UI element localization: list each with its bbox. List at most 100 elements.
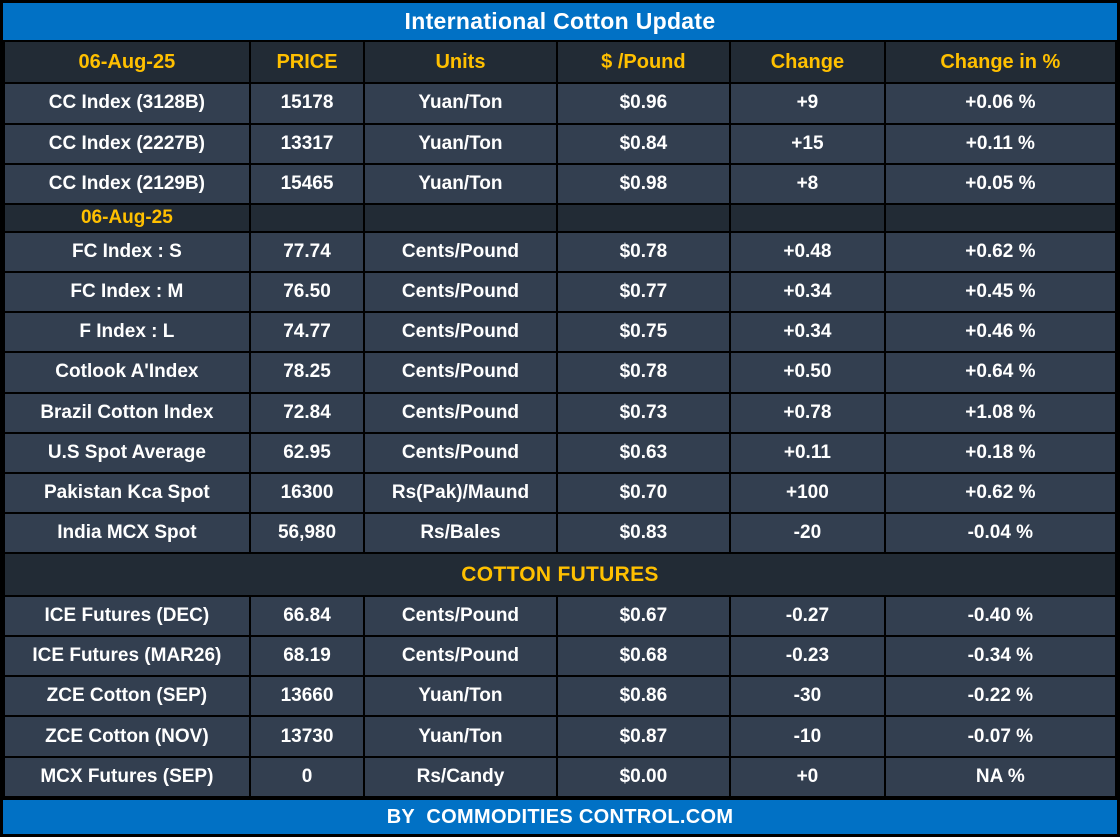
- table-row: ICE Futures (MAR26) 68.19 Cents/Pound $0.68…: [3, 635, 1118, 678]
- section-empty-cell: [729, 203, 886, 233]
- page-title: International Cotton Update: [404, 8, 716, 34]
- cell-instrument: F Index : L: [3, 311, 251, 354]
- table-row: ZCE Cotton (SEP) 13660 Yuan/Ton $0.86 -30 -0.…: [3, 675, 1118, 718]
- cell-price: 72.84: [248, 391, 366, 434]
- cell-price: 76.50: [248, 270, 366, 314]
- cell-change-percent: -0.34 %: [883, 635, 1118, 678]
- table-row: FC Index : S 77.74 Cents/Pound $0.78 +0.48 +0…: [3, 230, 1118, 273]
- cell-change: +0.50: [729, 351, 886, 394]
- column-header-5: Change in %: [883, 39, 1118, 85]
- cell-units: Cents/Pound: [363, 391, 558, 434]
- cell-change-percent: +0.62 %: [883, 230, 1118, 273]
- table-wrap: 06-Aug-25 PRICE Units $ /Pound Change Change …: [3, 39, 1118, 799]
- cell-change-percent: +0.18 %: [883, 431, 1118, 474]
- cell-units: Yuan/Ton: [363, 122, 558, 165]
- column-header-row: 06-Aug-25 PRICE Units $ /Pound Change Change …: [3, 39, 1118, 85]
- cell-usd-per-pound: $0.83: [555, 512, 732, 555]
- cell-units: Cents/Pound: [363, 594, 558, 638]
- footer-bar: BY COMMODITIES CONTROL.COM: [3, 800, 1117, 834]
- cell-units: Yuan/Ton: [363, 82, 558, 125]
- table-row: ZCE Cotton (NOV) 13730 Yuan/Ton $0.87 -10 -0.…: [3, 715, 1118, 758]
- column-header-0: 06-Aug-25: [3, 39, 251, 85]
- section-date-row: 06-Aug-25: [3, 203, 1118, 233]
- section-date-label: 06-Aug-25: [3, 203, 251, 233]
- cell-change: +0.11: [729, 431, 886, 474]
- cell-instrument: India MCX Spot: [3, 512, 251, 555]
- table-row: CC Index (2129B) 15465 Yuan/Ton $0.98 +8 +0.0…: [3, 162, 1118, 206]
- cotton-price-table: 06-Aug-25 PRICE Units $ /Pound Change Change …: [3, 39, 1118, 799]
- cell-change: +0.34: [729, 311, 886, 354]
- cell-instrument: CC Index (2227B): [3, 122, 251, 165]
- cell-instrument: Cotlook A'Index: [3, 351, 251, 394]
- cell-change: +0.34: [729, 270, 886, 314]
- table-row: CC Index (2227B) 13317 Yuan/Ton $0.84 +15 +0.…: [3, 122, 1118, 165]
- cell-instrument: Brazil Cotton Index: [3, 391, 251, 434]
- cell-change-percent: -0.40 %: [883, 594, 1118, 638]
- cell-price: 15178: [248, 82, 366, 125]
- column-header-2: Units: [363, 39, 558, 85]
- table-row: CC Index (3128B) 15178 Yuan/Ton $0.96 +9 +0.0…: [3, 82, 1118, 125]
- cell-instrument: ICE Futures (MAR26): [3, 635, 251, 678]
- table-row: F Index : L 74.77 Cents/Pound $0.75 +0.34 +0.…: [3, 311, 1118, 354]
- cell-units: Cents/Pound: [363, 230, 558, 273]
- futures-banner-row: COTTON FUTURES: [3, 552, 1117, 597]
- cell-price: 15465: [248, 162, 366, 206]
- cell-price: 74.77: [248, 311, 366, 354]
- cell-usd-per-pound: $0.63: [555, 431, 732, 474]
- cell-change-percent: +0.06 %: [883, 82, 1118, 125]
- cell-change: -0.27: [729, 594, 886, 638]
- cell-change-percent: +0.64 %: [883, 351, 1118, 394]
- table-row: India MCX Spot 56,980 Rs/Bales $0.83 -20 -0.0…: [3, 512, 1118, 555]
- cell-instrument: MCX Futures (SEP): [3, 755, 251, 799]
- table-row: ICE Futures (DEC) 66.84 Cents/Pound $0.67 -0…: [3, 594, 1118, 638]
- section-empty-cell: [363, 203, 558, 233]
- table-row: MCX Futures (SEP) 0 Rs/Candy $0.00 +0 NA %: [3, 755, 1118, 799]
- table-row: Cotlook A'Index 78.25 Cents/Pound $0.78 +0.5…: [3, 351, 1118, 394]
- cell-usd-per-pound: $0.77: [555, 270, 732, 314]
- cell-change-percent: NA %: [883, 755, 1118, 799]
- cell-instrument: ZCE Cotton (SEP): [3, 675, 251, 718]
- cell-change-percent: -0.04 %: [883, 512, 1118, 555]
- cell-price: 66.84: [248, 594, 366, 638]
- cell-change: +0: [729, 755, 886, 799]
- cell-usd-per-pound: $0.78: [555, 351, 732, 394]
- column-header-1: PRICE: [248, 39, 366, 85]
- futures-banner-label: COTTON FUTURES: [3, 552, 1117, 597]
- cell-change: -20: [729, 512, 886, 555]
- cell-usd-per-pound: $0.84: [555, 122, 732, 165]
- cell-price: 0: [248, 755, 366, 799]
- cell-change-percent: +0.46 %: [883, 311, 1118, 354]
- cell-units: Cents/Pound: [363, 635, 558, 678]
- cell-usd-per-pound: $0.73: [555, 391, 732, 434]
- section-empty-cell: [248, 203, 366, 233]
- cell-change: -30: [729, 675, 886, 718]
- cell-change: +15: [729, 122, 886, 165]
- cell-price: 78.25: [248, 351, 366, 394]
- cell-units: Cents/Pound: [363, 270, 558, 314]
- cell-usd-per-pound: $0.75: [555, 311, 732, 354]
- cell-instrument: CC Index (3128B): [3, 82, 251, 125]
- cell-change: +100: [729, 471, 886, 515]
- cell-change: -0.23: [729, 635, 886, 678]
- cell-units: Cents/Pound: [363, 351, 558, 394]
- cell-units: Rs/Candy: [363, 755, 558, 799]
- column-header-4: Change: [729, 39, 886, 85]
- cell-change-percent: -0.22 %: [883, 675, 1118, 718]
- cell-change-percent: +1.08 %: [883, 391, 1118, 434]
- table-row: U.S Spot Average 62.95 Cents/Pound $0.63 +0.…: [3, 431, 1118, 474]
- table-row: Brazil Cotton Index 72.84 Cents/Pound $0.73…: [3, 391, 1118, 434]
- cell-change-percent: +0.05 %: [883, 162, 1118, 206]
- cell-usd-per-pound: $0.96: [555, 82, 732, 125]
- cell-units: Cents/Pound: [363, 431, 558, 474]
- cell-units: Rs/Bales: [363, 512, 558, 555]
- footer-credit: BY COMMODITIES CONTROL.COM: [386, 805, 734, 828]
- title-bar: International Cotton Update: [3, 3, 1117, 40]
- cell-price: 68.19: [248, 635, 366, 678]
- cell-usd-per-pound: $0.87: [555, 715, 732, 758]
- cell-units: Yuan/Ton: [363, 675, 558, 718]
- cell-price: 13730: [248, 715, 366, 758]
- cell-price: 62.95: [248, 431, 366, 474]
- section-empty-cell: [555, 203, 732, 233]
- cell-units: Yuan/Ton: [363, 162, 558, 206]
